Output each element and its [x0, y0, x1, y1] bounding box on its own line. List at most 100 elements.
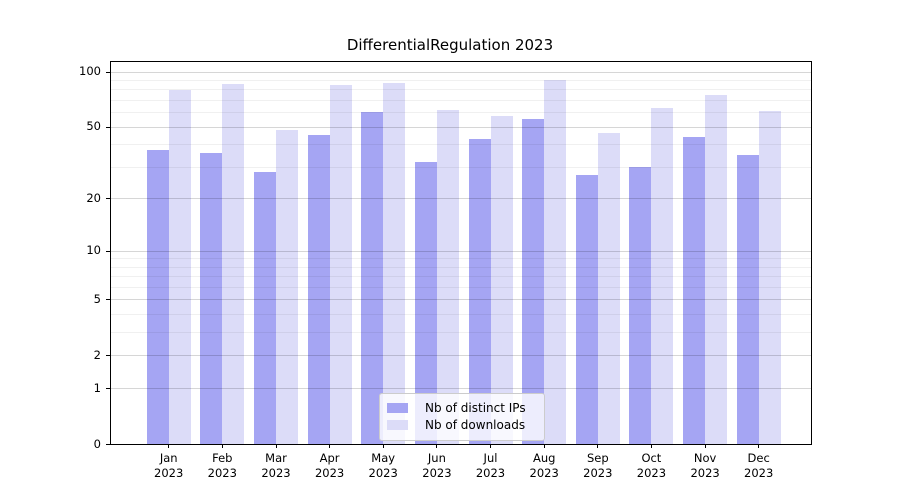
- x-tick-month: Jul: [483, 451, 498, 465]
- bar-downloads-apr: [329, 84, 352, 444]
- x-tick-month: Dec: [747, 451, 770, 465]
- x-tick-mark: [168, 444, 170, 448]
- legend-swatch: [387, 420, 408, 430]
- major-gridline: [111, 299, 811, 301]
- y-tick-mark: [106, 355, 110, 357]
- x-tick-label: Sep 2023: [571, 451, 625, 481]
- x-tick-mark: [758, 444, 760, 448]
- y-tick-mark: [106, 198, 110, 200]
- bar-distinct-ips-mar: [253, 172, 276, 444]
- x-tick-label: Jan 2023: [142, 451, 196, 481]
- x-tick-label: May 2023: [356, 451, 410, 481]
- x-tick-label: Nov 2023: [678, 451, 732, 481]
- x-tick-mark: [704, 444, 706, 448]
- legend-item-distinct-ips: Nb of distinct IPs: [387, 400, 535, 416]
- minor-gridline: [111, 258, 811, 260]
- major-gridline: [111, 126, 811, 128]
- x-tick-mark: [543, 444, 545, 448]
- y-tick-mark: [106, 126, 110, 128]
- x-tick-year: 2023: [314, 466, 345, 480]
- plot-area: 0 1 2 5 10 20 50 100 Jan 2023 Feb 2023 Mar 2023 Apr 202…: [79, 61, 812, 481]
- chart-title: DifferentialRegulation 2023: [346, 36, 554, 54]
- x-tick-label: Mar 2023: [249, 451, 303, 481]
- x-tick-mark: [597, 444, 599, 448]
- x-tick-mark: [221, 444, 223, 448]
- major-gridline: [111, 71, 811, 73]
- bar-distinct-ips-jul: [468, 138, 491, 444]
- x-tick-year: 2023: [368, 466, 398, 480]
- axis-layer: 0 1 2 5 10 20 50 100 Jan 2023 Feb 2023 Mar 2023 Apr 202…: [79, 62, 811, 481]
- minor-gridline: [111, 112, 811, 114]
- x-tick-month: Jan: [159, 451, 178, 465]
- bar-distinct-ips-feb: [200, 152, 223, 444]
- x-tick-label: Aug 2023: [517, 451, 571, 481]
- bar-downloads-dec: [758, 110, 781, 444]
- x-tick-month: May: [371, 451, 396, 465]
- bar-distinct-ips-aug: [522, 119, 545, 444]
- major-gridline: [111, 198, 811, 200]
- minor-gridline: [111, 286, 811, 288]
- bar-downloads-mar: [275, 129, 298, 444]
- major-gridline: [111, 388, 811, 390]
- legend-swatch: [387, 403, 408, 413]
- bar-distinct-ips-oct: [629, 166, 652, 444]
- bar-downloads-sep: [597, 133, 620, 444]
- bar-downloads-aug: [544, 79, 567, 444]
- minor-gridline: [111, 314, 811, 316]
- y-tick-label: 1: [93, 380, 101, 395]
- x-tick-label: Jul 2023: [464, 451, 518, 481]
- minor-gridline: [111, 266, 811, 268]
- x-tick-mark: [436, 444, 438, 448]
- x-tick-month: Mar: [265, 451, 287, 465]
- x-tick-mark: [275, 444, 277, 448]
- x-tick-label: Dec 2023: [732, 451, 786, 481]
- bar-distinct-ips-sep: [575, 175, 598, 444]
- y-tick-label: 20: [86, 190, 101, 205]
- x-tick-month: Oct: [641, 451, 662, 465]
- x-tick-month: Feb: [212, 451, 233, 465]
- bar-distinct-ips-may: [361, 112, 384, 444]
- y-tick-mark: [106, 71, 110, 73]
- y-tick-mark: [106, 299, 110, 301]
- y-tick-label: 2: [93, 347, 101, 362]
- legend-label: Nb of downloads: [425, 418, 526, 432]
- x-tick-mark: [329, 444, 331, 448]
- x-tick-mark: [490, 444, 491, 448]
- bar-downloads-may: [383, 82, 406, 444]
- bars-layer: [111, 62, 811, 444]
- major-gridline: [111, 250, 811, 252]
- bar-distinct-ips-apr: [307, 135, 330, 444]
- x-tick-year: 2023: [261, 466, 291, 480]
- y-tick-label: 50: [86, 119, 101, 134]
- y-tick-label: 100: [79, 64, 101, 78]
- y-tick-mark: [106, 444, 110, 445]
- bar-distinct-ips-jan: [146, 150, 169, 444]
- minor-gridline: [111, 166, 811, 168]
- legend: Nb of distinct IPs Nb of downloads: [379, 393, 545, 441]
- grid-layer: [111, 62, 811, 444]
- x-tick-month: Sep: [586, 451, 609, 465]
- x-tick-label: Oct 2023: [624, 451, 678, 481]
- minor-gridline: [111, 332, 811, 334]
- x-tick-month: Nov: [693, 451, 717, 465]
- x-tick-mark: [650, 444, 652, 448]
- bar-distinct-ips-dec: [736, 154, 759, 444]
- x-tick-year: 2023: [154, 466, 184, 480]
- x-tick-month: Jun: [427, 451, 446, 465]
- x-tick-label: Feb 2023: [195, 451, 249, 481]
- x-tick-month: Aug: [532, 451, 556, 465]
- bar-distinct-ips-jun: [414, 161, 437, 444]
- x-tick-year: 2023: [475, 466, 506, 480]
- minor-gridline: [111, 79, 811, 81]
- minor-gridline: [111, 144, 811, 146]
- legend-label: Nb of distinct IPs: [425, 401, 526, 415]
- x-tick-year: 2023: [690, 466, 720, 480]
- minor-gridline: [111, 99, 811, 101]
- bar-downloads-jun: [436, 109, 459, 444]
- legend-item-downloads: Nb of downloads: [387, 417, 535, 433]
- y-tick-mark: [106, 250, 110, 252]
- bar-distinct-ips-nov: [683, 136, 706, 444]
- x-tick-year: 2023: [529, 466, 559, 480]
- x-tick-label: Apr 2023: [303, 451, 357, 481]
- minor-gridline: [111, 276, 811, 278]
